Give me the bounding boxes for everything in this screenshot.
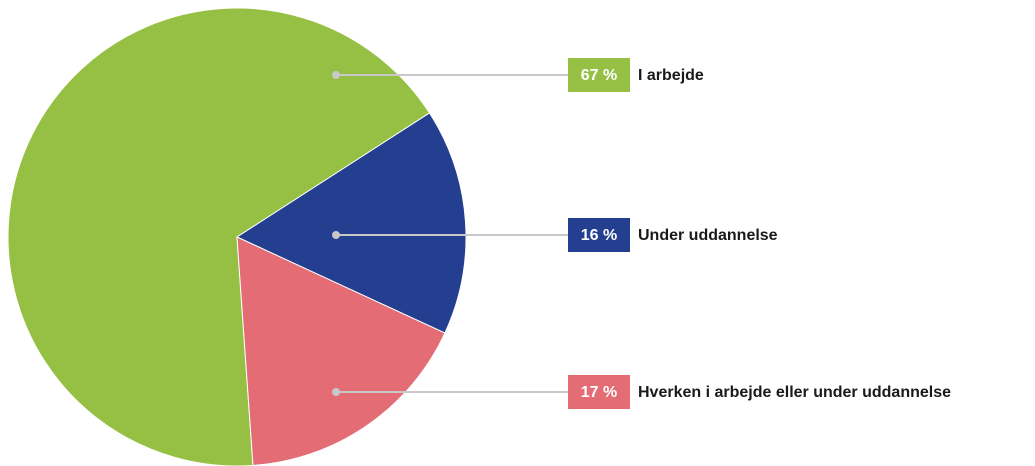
value-label: 67 % [581,67,617,84]
value-label: 17 % [581,384,617,401]
leader-dot [332,71,340,79]
value-label: 16 % [581,227,617,244]
pie-slice [236,236,446,466]
legend-label: Under uddannelse [638,227,778,244]
leader-dot [332,388,340,396]
pie-slice [7,7,431,466]
label-box [568,218,630,252]
leader-dot [332,231,340,239]
legend-label: I arbejde [638,67,704,84]
legend-label: Hverken i arbejde eller under uddannelse [638,384,951,401]
label-box [568,58,630,92]
pie-slice [235,112,467,334]
label-box [568,375,630,409]
